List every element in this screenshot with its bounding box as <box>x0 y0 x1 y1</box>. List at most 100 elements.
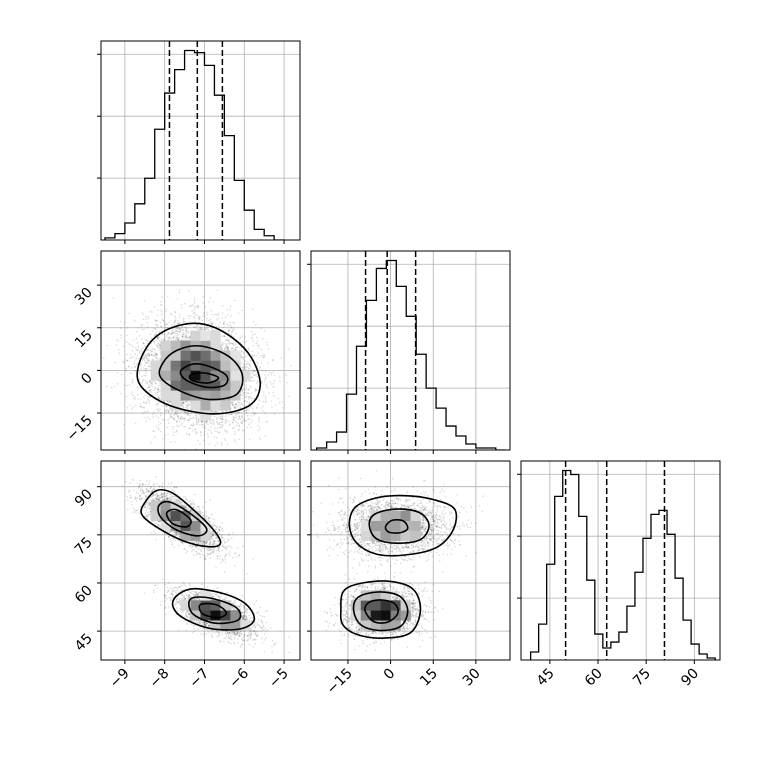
sample-point <box>148 390 150 392</box>
sample-point <box>201 421 203 423</box>
sample-point <box>143 367 146 370</box>
sample-point <box>141 338 143 340</box>
sample-point <box>233 328 235 331</box>
sample-point <box>177 330 180 333</box>
sample-point <box>198 328 201 331</box>
sample-point <box>246 392 249 395</box>
sample-point <box>161 338 163 341</box>
sample-point <box>237 312 240 315</box>
sample-point <box>165 408 168 411</box>
sample-point <box>187 402 189 405</box>
sample-point <box>241 403 244 406</box>
sample-point <box>143 410 146 413</box>
sample-point <box>198 317 200 319</box>
sample-point <box>144 345 146 348</box>
sample-point <box>128 312 130 315</box>
sample-point <box>179 331 181 333</box>
sample-point <box>244 405 246 407</box>
sample-point <box>177 338 180 341</box>
sample-point <box>146 321 148 324</box>
sample-point <box>178 291 181 294</box>
sample-point <box>265 385 268 387</box>
sample-point <box>152 430 154 432</box>
sample-point <box>210 309 212 312</box>
sample-point <box>224 430 227 433</box>
sample-point <box>140 350 143 353</box>
sample-point <box>187 332 189 334</box>
sample-point <box>245 419 247 422</box>
sample-point <box>132 339 135 341</box>
sample-point <box>143 356 145 358</box>
sample-point <box>251 350 254 352</box>
sample-point <box>147 360 149 362</box>
sample-point <box>206 420 209 423</box>
sample-point <box>145 354 148 357</box>
sample-point <box>156 325 159 327</box>
sample-point <box>145 357 148 359</box>
sample-point <box>122 360 124 363</box>
sample-point <box>138 373 141 376</box>
sample-point <box>246 366 248 368</box>
sample-point <box>181 404 183 406</box>
sample-point <box>182 406 185 409</box>
sample-point <box>229 324 232 327</box>
sample-point <box>156 319 158 322</box>
sample-point <box>265 398 267 400</box>
sample-point <box>185 433 188 435</box>
sample-point <box>184 402 186 404</box>
sample-point <box>258 416 260 419</box>
sample-point <box>255 336 258 339</box>
sample-point <box>225 413 228 416</box>
sample-point <box>180 307 183 309</box>
sample-point <box>253 397 255 400</box>
sample-point <box>138 371 140 374</box>
sample-point <box>234 406 236 409</box>
sample-point <box>172 428 174 431</box>
sample-point <box>194 320 196 322</box>
sample-point <box>222 418 224 421</box>
sample-point <box>193 308 196 311</box>
sample-point <box>134 353 137 355</box>
sample-point <box>179 330 182 332</box>
sample-point <box>214 410 217 413</box>
sample-point <box>231 330 234 333</box>
sample-point <box>160 313 163 316</box>
sample-point <box>156 357 158 360</box>
sample-point <box>241 388 244 391</box>
sample-point <box>228 329 230 332</box>
sample-point <box>227 342 230 345</box>
sample-point <box>176 419 179 422</box>
sample-point <box>204 427 207 430</box>
sample-point <box>205 328 207 330</box>
sample-point <box>226 410 228 413</box>
sample-point <box>241 416 243 418</box>
sample-point <box>239 337 241 340</box>
sample-point <box>156 408 159 410</box>
sample-point <box>159 382 161 385</box>
sample-point <box>249 365 252 368</box>
sample-point <box>157 384 160 387</box>
sample-point <box>136 330 138 333</box>
sample-point <box>184 400 187 403</box>
sample-point <box>177 338 180 341</box>
sample-point <box>244 366 246 368</box>
sample-point <box>235 332 237 335</box>
sample-point <box>210 418 213 421</box>
sample-point <box>149 389 152 391</box>
sample-point <box>174 319 177 321</box>
sample-point <box>189 417 192 420</box>
sample-point <box>165 410 168 413</box>
sample-point <box>183 333 185 336</box>
sample-point <box>205 421 207 424</box>
sample-point <box>195 327 198 330</box>
sample-point <box>145 388 148 391</box>
sample-point <box>137 326 139 329</box>
sample-point <box>237 405 239 408</box>
sample-point <box>148 418 151 420</box>
sample-point <box>249 360 252 362</box>
sample-point <box>194 306 197 309</box>
sample-point <box>186 414 189 416</box>
sample-point <box>245 363 247 366</box>
sample-point <box>158 331 161 334</box>
sample-point <box>222 335 225 338</box>
